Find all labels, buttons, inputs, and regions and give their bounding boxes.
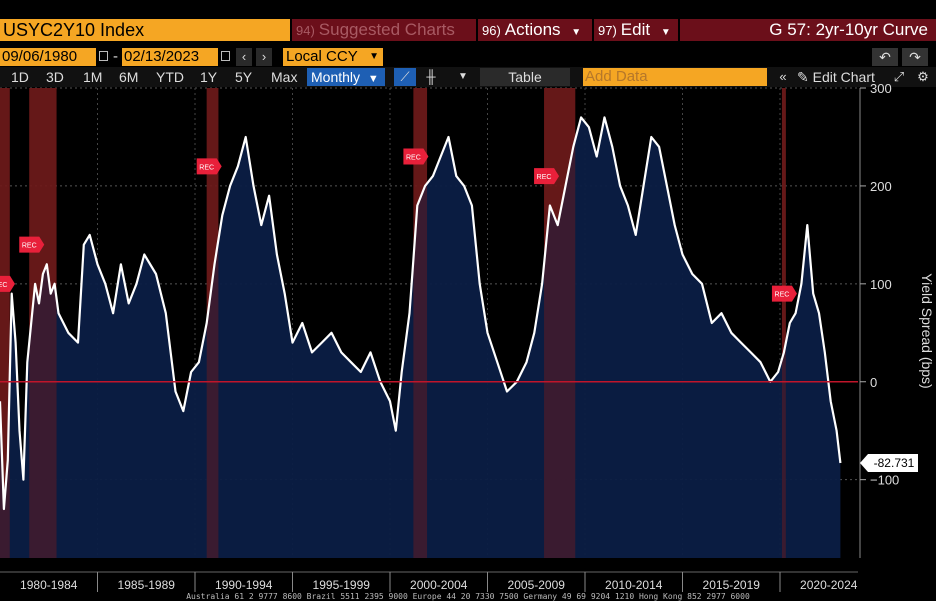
rec-marker-label: REC [0,282,7,289]
rec-marker: REC [771,285,797,302]
rec-marker-shape [403,148,429,165]
period-1m[interactable]: 1M [83,69,103,85]
edit-chart-label: Edit Chart [812,69,875,85]
calendar-icon[interactable] [221,51,230,61]
suggested-charts-menu[interactable]: 94) Suggested Charts [292,19,476,41]
rec-marker: REC [19,236,45,253]
last-value-tag [860,454,918,473]
edit-label: Edit [620,20,651,39]
rec-marker-shape [534,168,560,185]
recession-overlay [206,88,219,558]
x-tick-label: 2005-2009 [508,578,566,592]
currency-select[interactable]: Local CCY ▼ [283,48,383,66]
period-1d[interactable]: 1D [11,69,29,85]
period-1y[interactable]: 1Y [200,69,218,85]
rec-marker-shape [0,275,15,292]
end-date-field[interactable]: 02/13/2023 [122,48,218,66]
chevron-left-icon[interactable]: ‹ [236,48,252,66]
chevron-down-icon: ▼ [571,27,582,38]
y-tick-label: 100 [870,277,892,292]
candlestick-icon[interactable]: ╫ [426,69,436,84]
pencil-icon: ✎ [797,69,809,85]
resize-icon[interactable]: ⤢ [893,69,905,84]
period-5y[interactable]: 5Y [235,69,253,85]
rec-marker: REC [196,158,222,175]
collapse-icon[interactable]: « [779,69,787,84]
ticker-field[interactable]: USYC2Y10 Index [0,19,290,41]
actions-label: Actions [504,20,561,39]
chevron-right-icon[interactable]: › [256,48,272,66]
suggested-num: 94) [296,23,315,38]
start-date-field[interactable]: 09/06/1980 [0,48,96,66]
rec-marker-label: REC [199,164,214,171]
actions-menu[interactable]: 96) Actions ▼ [478,19,592,41]
gear-icon[interactable]: ⚙ [917,69,929,84]
period-6m[interactable]: 6M [119,69,139,85]
rec-marker-label: REC [22,243,37,250]
rec-marker-shape [771,285,797,302]
recession-band [781,88,786,558]
edit-menu[interactable]: 97) Edit ▼ [594,19,678,41]
chevron-down-icon: ▼ [367,73,379,85]
x-tick-label: 1990-1994 [215,578,273,592]
frequency-label: Monthly [311,69,361,85]
x-tick-label: 2010-2014 [605,578,663,592]
y-tick-label: −100 [870,473,899,488]
x-tick-label: 2015-2019 [703,578,761,592]
edit-num: 97) [598,23,617,38]
currency-label: Local CCY [286,48,358,65]
calendar-icon[interactable] [99,51,108,61]
suggested-label: Suggested Charts [318,20,455,39]
rec-marker-label: REC [537,174,552,181]
chevron-down-icon[interactable]: ▼ [458,71,468,82]
redo-icon[interactable]: ↷ [902,48,928,66]
actions-num: 96) [482,23,501,38]
x-tick-label: 1980-1984 [20,578,78,592]
y-tick-label: 300 [870,81,892,96]
rec-marker-shape [196,158,222,175]
rec-marker: REC [0,275,15,292]
last-value-label: -82.731 [874,456,915,470]
spread-area [0,117,841,559]
chevron-down-icon: ▼ [369,51,379,62]
rec-marker: REC [534,168,560,185]
chart-title: G 57: 2yr-10yr Curve [680,19,936,41]
footer-contacts: Australia 61 2 9777 8600 Brazil 5511 239… [186,592,750,601]
rec-marker-shape [19,236,45,253]
y-axis-label: Yield Spread (bps) [919,273,935,388]
rec-marker-label: REC [406,155,421,162]
chevron-down-icon: ▼ [660,27,671,38]
rec-marker-label: REC [775,292,790,299]
period-ytd[interactable]: YTD [156,69,184,85]
period-3d[interactable]: 3D [46,69,64,85]
add-data-input[interactable] [583,68,767,86]
recession-overlay [29,88,57,558]
rec-marker: REC [403,148,429,165]
period-max[interactable]: Max [271,69,298,85]
undo-icon[interactable]: ↶ [872,48,898,66]
x-tick-label: 1995-1999 [313,578,371,592]
frequency-select[interactable]: Monthly ▼ [307,68,385,86]
recession-overlay [781,88,786,558]
x-tick-label: 2000-2004 [410,578,468,592]
x-tick-label: 1985-1989 [118,578,176,592]
edit-chart-button[interactable]: ✎ Edit Chart [797,68,875,86]
line-chart-icon[interactable]: ⟋ [394,68,416,86]
table-button[interactable]: Table [480,68,570,86]
date-separator: - [113,48,118,65]
spread-line [0,116,842,511]
recession-overlay [0,88,10,558]
y-tick-label: 200 [870,179,892,194]
y-tick-label: 0 [870,375,877,390]
x-tick-label: 2020-2024 [800,578,858,592]
recession-band [0,88,10,558]
